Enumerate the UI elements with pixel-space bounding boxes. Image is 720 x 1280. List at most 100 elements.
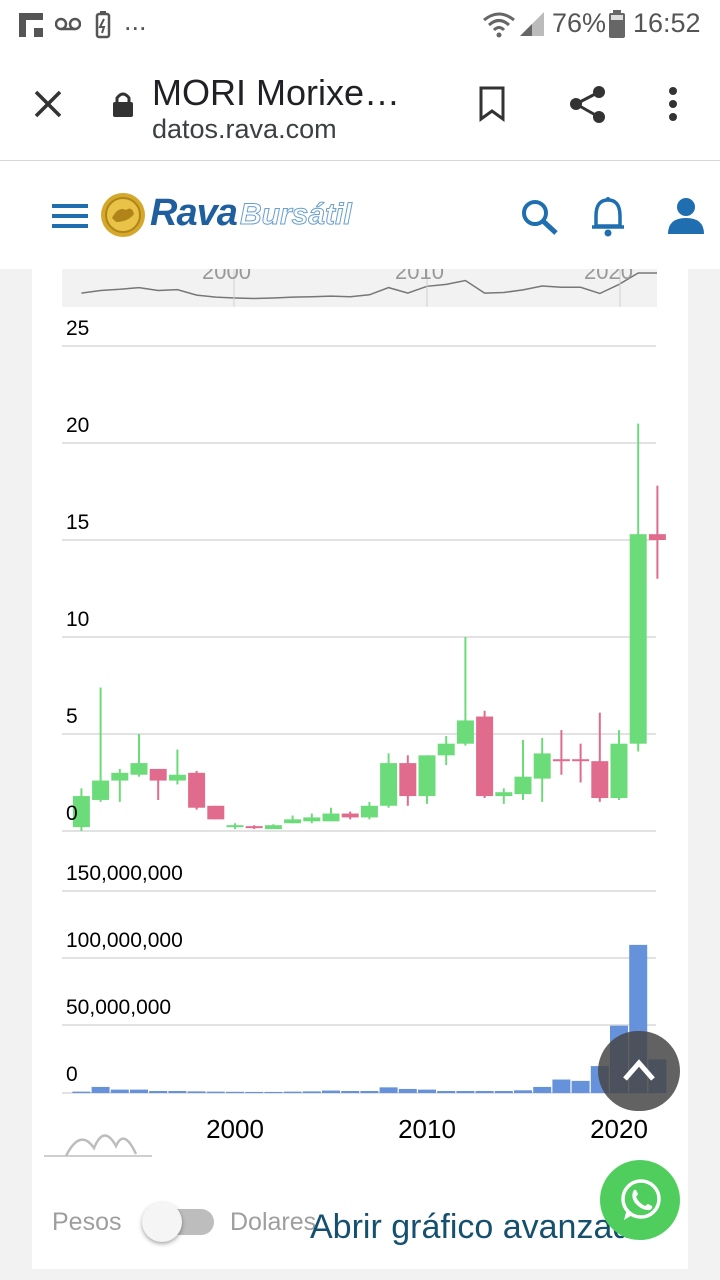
candle-body bbox=[188, 772, 206, 808]
volume-bar bbox=[245, 1091, 264, 1093]
flipboard-icon bbox=[19, 13, 43, 37]
user-account-icon[interactable] bbox=[666, 196, 706, 236]
volume-bar bbox=[283, 1091, 302, 1093]
candle-body bbox=[130, 763, 148, 775]
volume-ytick: 100,000,000 bbox=[66, 929, 183, 952]
bookmark-icon[interactable] bbox=[478, 86, 506, 122]
xtick-2000: 2000 bbox=[206, 1114, 264, 1144]
candle bbox=[111, 768, 129, 802]
candle-body bbox=[399, 763, 417, 797]
xtick-2020: 2020 bbox=[590, 1114, 648, 1144]
volume-bar bbox=[187, 1091, 206, 1093]
logo-text[interactable]: Rava bbox=[150, 192, 238, 234]
volume-bar bbox=[110, 1089, 129, 1093]
candle bbox=[207, 805, 225, 820]
price-ytick: 5 bbox=[66, 705, 78, 728]
page-title: MORI Morixe… bbox=[152, 72, 401, 113]
candle-body bbox=[226, 825, 244, 828]
share-icon[interactable] bbox=[568, 84, 608, 124]
candle-body bbox=[610, 743, 628, 799]
nav-tick-2010: 2010 bbox=[395, 269, 444, 284]
price-ytick: 10 bbox=[66, 608, 89, 631]
candle-body bbox=[72, 796, 90, 828]
menu-icon[interactable] bbox=[52, 202, 88, 230]
volume-bar bbox=[130, 1089, 148, 1093]
battery-saver-icon bbox=[95, 11, 111, 39]
candle bbox=[437, 735, 455, 766]
candle-body bbox=[245, 826, 263, 829]
range-navigator[interactable]: 2000 2010 2020 bbox=[62, 269, 657, 307]
candle-body bbox=[591, 761, 609, 799]
logo-subtext: Bursátil bbox=[240, 198, 353, 232]
candle bbox=[149, 768, 167, 800]
page-url[interactable]: datos.rava.com bbox=[152, 114, 337, 144]
candle bbox=[284, 815, 302, 824]
chart-mountain-icon[interactable] bbox=[44, 1134, 152, 1157]
candle bbox=[399, 755, 417, 806]
volume-bar bbox=[494, 1090, 513, 1093]
battery-icon bbox=[609, 10, 625, 38]
candle-body bbox=[533, 753, 551, 779]
status-bar: ... 76% 16:52 bbox=[0, 0, 720, 50]
candle-body bbox=[629, 534, 647, 744]
volume-bar bbox=[571, 1080, 590, 1093]
candle bbox=[456, 637, 474, 746]
candle-body bbox=[284, 819, 302, 824]
candle bbox=[552, 730, 570, 775]
candle bbox=[591, 712, 609, 802]
open-advanced-chart-link[interactable]: Abrir gráfico avanzado bbox=[310, 1208, 651, 1246]
search-icon[interactable] bbox=[520, 198, 560, 236]
pesos-label[interactable]: Pesos bbox=[52, 1208, 122, 1236]
volume-ytick: 50,000,000 bbox=[66, 996, 171, 1019]
candle bbox=[226, 823, 244, 830]
notifications-more: ... bbox=[124, 6, 147, 36]
candle bbox=[495, 788, 513, 804]
volume-bar bbox=[72, 1091, 91, 1093]
candle bbox=[648, 485, 666, 579]
candle bbox=[610, 730, 628, 800]
candle-body bbox=[495, 792, 513, 797]
candle bbox=[572, 743, 590, 783]
candle-body bbox=[92, 780, 110, 800]
wifi-icon bbox=[483, 12, 515, 38]
notifications-bell-icon[interactable] bbox=[590, 196, 626, 238]
price-ytick: 15 bbox=[66, 511, 89, 534]
candle bbox=[130, 734, 148, 777]
candle bbox=[341, 811, 359, 820]
volume-ytick: 0 bbox=[66, 1063, 78, 1086]
volume-bar bbox=[302, 1091, 321, 1093]
lock-icon bbox=[113, 92, 133, 117]
candle bbox=[629, 423, 647, 752]
price-ytick: 25 bbox=[66, 317, 89, 340]
currency-toggle-knob[interactable] bbox=[142, 1202, 182, 1242]
candle-body bbox=[168, 774, 186, 781]
nav-tick-2000: 2000 bbox=[202, 269, 251, 284]
volume-bar bbox=[552, 1079, 571, 1093]
volume-bar bbox=[456, 1090, 475, 1093]
more-options-icon[interactable] bbox=[666, 86, 680, 122]
scroll-to-top-button[interactable] bbox=[598, 1031, 680, 1111]
whatsapp-button[interactable] bbox=[600, 1160, 680, 1240]
close-icon[interactable] bbox=[34, 90, 62, 118]
candle-body bbox=[476, 716, 494, 797]
volume-bar bbox=[322, 1090, 340, 1093]
volume-bar bbox=[379, 1087, 398, 1093]
candle bbox=[360, 801, 378, 820]
candle-body bbox=[322, 813, 340, 822]
candle-body bbox=[572, 759, 590, 762]
candle-body bbox=[264, 825, 282, 830]
candle bbox=[322, 807, 340, 822]
candle-body bbox=[514, 776, 532, 795]
candle bbox=[72, 788, 90, 831]
candle-body bbox=[552, 759, 570, 762]
battery-percent: 76% bbox=[552, 8, 607, 38]
volume-bar bbox=[341, 1090, 360, 1093]
candle bbox=[188, 770, 206, 810]
candle bbox=[514, 739, 532, 800]
dolares-label[interactable]: Dolares bbox=[230, 1208, 317, 1236]
candle bbox=[418, 755, 436, 804]
candle-body bbox=[303, 817, 321, 822]
nav-tick-2020: 2020 bbox=[584, 269, 633, 284]
volume-bar bbox=[475, 1090, 494, 1093]
